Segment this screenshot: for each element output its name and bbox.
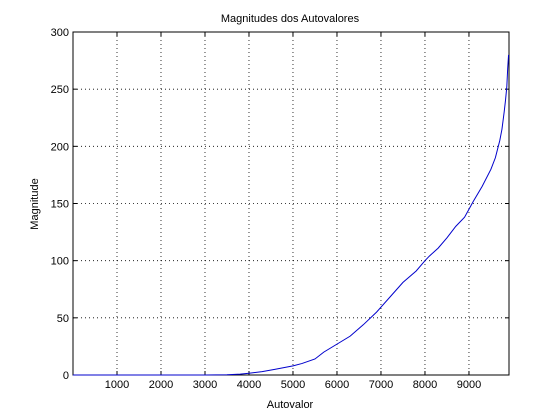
x-tick-label: 9000 (457, 379, 481, 391)
y-tick-label: 300 (51, 27, 69, 39)
y-axis-label: Magnitude (29, 178, 41, 229)
chart-title: Magnitudes dos Autovalores (221, 13, 360, 25)
y-tick-label: 250 (51, 84, 69, 96)
x-axis-label: Autovalor (267, 399, 314, 411)
x-tick-label: 4000 (237, 379, 261, 391)
x-tick-label: 1000 (105, 379, 129, 391)
y-tick-label: 50 (57, 313, 69, 325)
y-tick-label: 150 (51, 199, 69, 211)
grid-lines (73, 32, 509, 375)
y-tick-label: 0 (63, 370, 69, 382)
x-tick-labels: 1000 2000 3000 4000 5000 6000 7000 8000 9000 (105, 379, 481, 391)
x-tick-label: 6000 (325, 379, 349, 391)
y-tick-label: 200 (51, 141, 69, 153)
x-tick-label: 2000 (149, 379, 173, 391)
series-line-magnitude (73, 54, 510, 376)
x-tick-label: 5000 (281, 379, 305, 391)
y-tick-label: 100 (51, 256, 69, 268)
x-tick-label: 7000 (369, 379, 393, 391)
x-tick-label: 8000 (413, 379, 437, 391)
y-tick-labels: 0 50 100 150 200 250 300 (51, 27, 69, 382)
x-tick-label: 3000 (193, 379, 217, 391)
plot-area (73, 32, 509, 375)
